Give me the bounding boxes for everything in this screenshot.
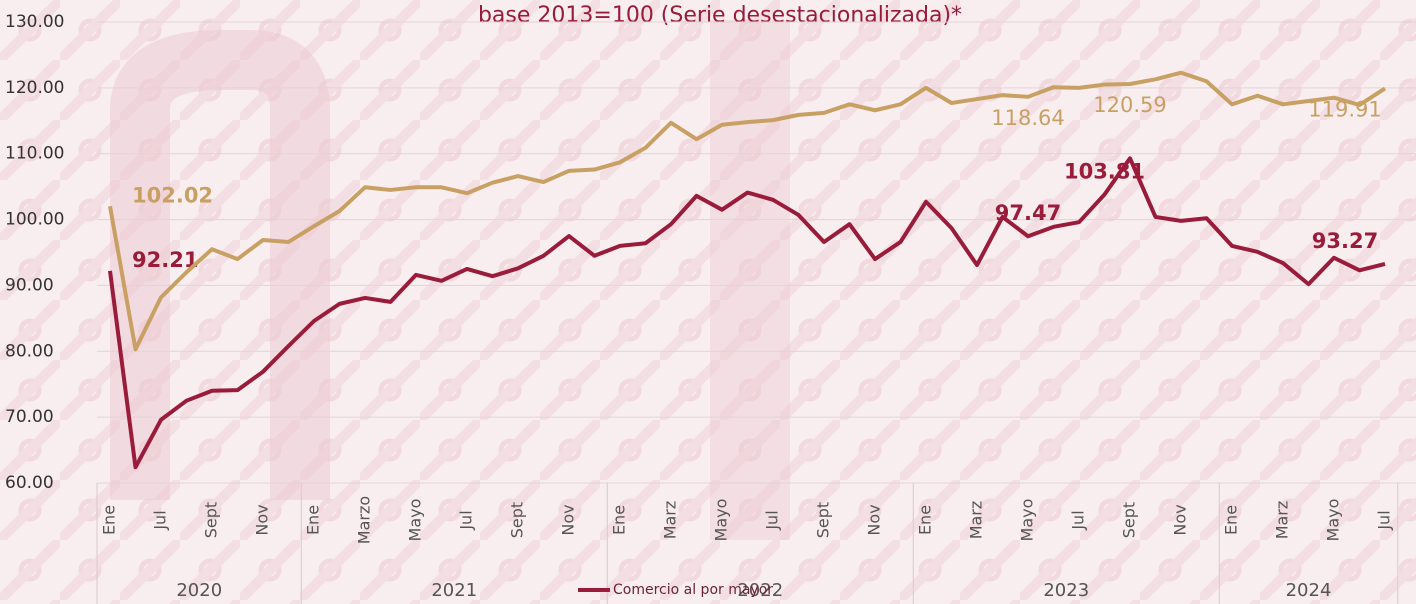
x-tick-label: Ene [610, 505, 629, 535]
x-tick-label: Jul [457, 510, 476, 530]
y-tick-label: 80.00 [5, 341, 54, 361]
x-group-label: 2021 [431, 580, 477, 601]
data-label: 102.02 [132, 183, 213, 207]
x-tick-label: Nov [559, 504, 578, 535]
x-tick-label: Marz [1273, 501, 1292, 540]
y-tick-label: 100.00 [5, 210, 64, 230]
x-tick-label: Jul [151, 510, 170, 530]
data-label: 93.27 [1312, 229, 1378, 253]
y-tick-label: 90.00 [5, 275, 54, 295]
y-tick-label: 120.00 [5, 78, 64, 98]
x-tick-label: Nov [1171, 504, 1190, 535]
x-tick-label: Marzo [355, 496, 374, 544]
data-label: 118.64 [991, 106, 1064, 130]
legend-label: Comercio al por mayor [613, 582, 773, 598]
x-tick-label: Sept [1120, 502, 1139, 538]
x-group-label: 2020 [176, 580, 222, 601]
x-tick-label: Sept [202, 502, 221, 538]
chart-title: base 2013=100 (Serie desestacionalizada)… [478, 3, 962, 28]
x-tick-label: Mayo [712, 499, 731, 542]
x-tick-label: Ene [916, 505, 935, 535]
x-tick-label: Ene [1222, 505, 1241, 535]
x-tick-label: Sept [814, 502, 833, 538]
chart: base 2013=100 (Serie desestacionalizada)… [0, 0, 1416, 604]
data-label: 97.47 [995, 201, 1061, 225]
x-tick-label: Jul [1069, 510, 1088, 530]
y-tick-label: 130.00 [5, 12, 64, 32]
x-tick-label: Nov [253, 504, 272, 535]
x-tick-label: Sept [508, 502, 527, 538]
x-tick-label: Jul [1375, 510, 1394, 530]
y-tick-label: 110.00 [5, 144, 64, 164]
x-tick-label: Marz [967, 501, 986, 540]
data-label: 103.81 [1064, 159, 1145, 183]
data-label: 119.91 [1308, 97, 1381, 121]
x-tick-label: Mayo [1324, 499, 1343, 542]
y-tick-label: 60.00 [5, 473, 54, 493]
y-tick-label: 70.00 [5, 407, 54, 427]
watermark [710, 20, 790, 540]
x-tick-label: Nov [865, 504, 884, 535]
x-group-label: 2024 [1286, 580, 1332, 601]
x-group-label: 2023 [1043, 580, 1089, 601]
x-tick-label: Jul [763, 510, 782, 530]
x-tick-label: Marz [661, 501, 680, 540]
x-tick-label: Mayo [406, 499, 425, 542]
x-tick-label: Ene [100, 505, 119, 535]
data-label: 120.59 [1093, 93, 1166, 117]
x-tick-label: Ene [304, 505, 323, 535]
x-tick-label: Mayo [1018, 499, 1037, 542]
